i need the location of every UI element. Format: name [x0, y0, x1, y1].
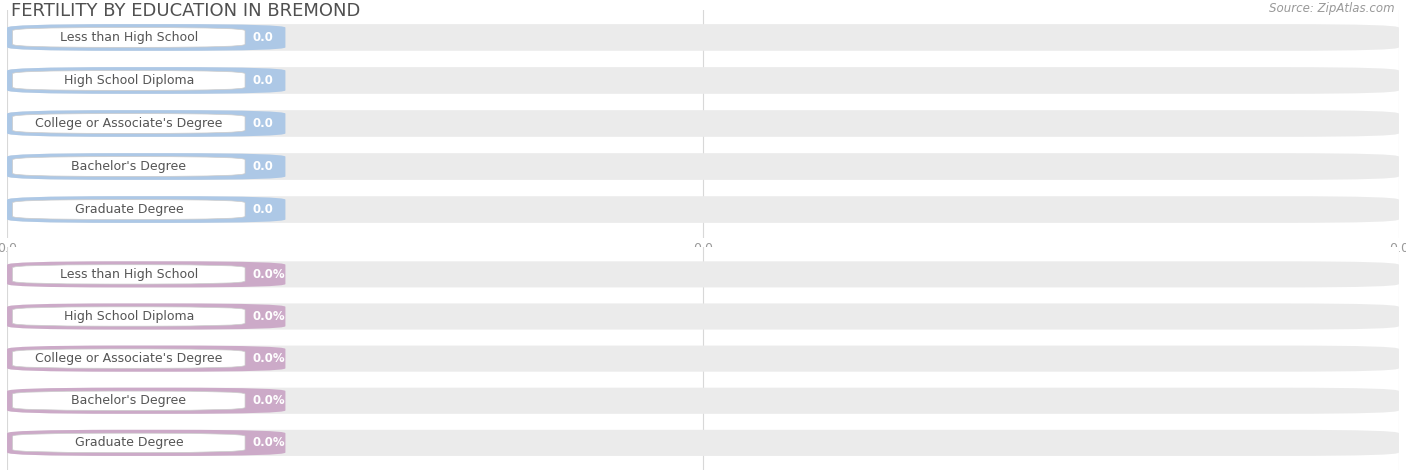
Text: 0.0%: 0.0%	[252, 437, 284, 449]
FancyBboxPatch shape	[13, 307, 245, 326]
FancyBboxPatch shape	[13, 71, 245, 90]
FancyBboxPatch shape	[7, 261, 1399, 287]
FancyBboxPatch shape	[7, 67, 285, 94]
FancyBboxPatch shape	[7, 110, 1399, 137]
Text: Source: ZipAtlas.com: Source: ZipAtlas.com	[1270, 2, 1395, 15]
FancyBboxPatch shape	[7, 24, 1399, 51]
Text: College or Associate's Degree: College or Associate's Degree	[35, 117, 222, 130]
Text: College or Associate's Degree: College or Associate's Degree	[35, 352, 222, 365]
FancyBboxPatch shape	[7, 153, 1399, 180]
FancyBboxPatch shape	[13, 391, 245, 410]
FancyBboxPatch shape	[7, 346, 1399, 371]
Text: Graduate Degree: Graduate Degree	[75, 203, 183, 216]
FancyBboxPatch shape	[7, 261, 285, 287]
FancyBboxPatch shape	[7, 24, 285, 51]
FancyBboxPatch shape	[7, 388, 1399, 414]
Text: Less than High School: Less than High School	[59, 268, 198, 281]
FancyBboxPatch shape	[7, 304, 1399, 330]
Text: Less than High School: Less than High School	[59, 31, 198, 44]
Text: High School Diploma: High School Diploma	[63, 310, 194, 323]
FancyBboxPatch shape	[13, 28, 245, 48]
FancyBboxPatch shape	[7, 110, 285, 137]
Text: 0.0%: 0.0%	[252, 352, 284, 365]
FancyBboxPatch shape	[7, 430, 1399, 456]
FancyBboxPatch shape	[7, 388, 285, 414]
FancyBboxPatch shape	[7, 67, 1399, 94]
Text: 0.0: 0.0	[252, 74, 273, 87]
FancyBboxPatch shape	[7, 196, 1399, 223]
Text: High School Diploma: High School Diploma	[63, 74, 194, 87]
Text: Bachelor's Degree: Bachelor's Degree	[72, 160, 187, 173]
Text: 0.0%: 0.0%	[252, 310, 284, 323]
Text: 0.0%: 0.0%	[252, 394, 284, 407]
Text: 0.0: 0.0	[252, 203, 273, 216]
FancyBboxPatch shape	[13, 349, 245, 368]
Text: Graduate Degree: Graduate Degree	[75, 437, 183, 449]
FancyBboxPatch shape	[13, 265, 245, 284]
FancyBboxPatch shape	[7, 153, 285, 180]
FancyBboxPatch shape	[13, 114, 245, 133]
Text: 0.0%: 0.0%	[252, 268, 284, 281]
Text: FERTILITY BY EDUCATION IN BREMOND: FERTILITY BY EDUCATION IN BREMOND	[11, 2, 360, 20]
Text: 0.0: 0.0	[252, 31, 273, 44]
FancyBboxPatch shape	[7, 196, 285, 223]
FancyBboxPatch shape	[7, 304, 285, 330]
FancyBboxPatch shape	[7, 346, 285, 371]
FancyBboxPatch shape	[13, 433, 245, 453]
FancyBboxPatch shape	[13, 157, 245, 176]
Text: 0.0: 0.0	[252, 117, 273, 130]
FancyBboxPatch shape	[7, 430, 285, 456]
Text: Bachelor's Degree: Bachelor's Degree	[72, 394, 187, 407]
FancyBboxPatch shape	[13, 200, 245, 219]
Text: 0.0: 0.0	[252, 160, 273, 173]
